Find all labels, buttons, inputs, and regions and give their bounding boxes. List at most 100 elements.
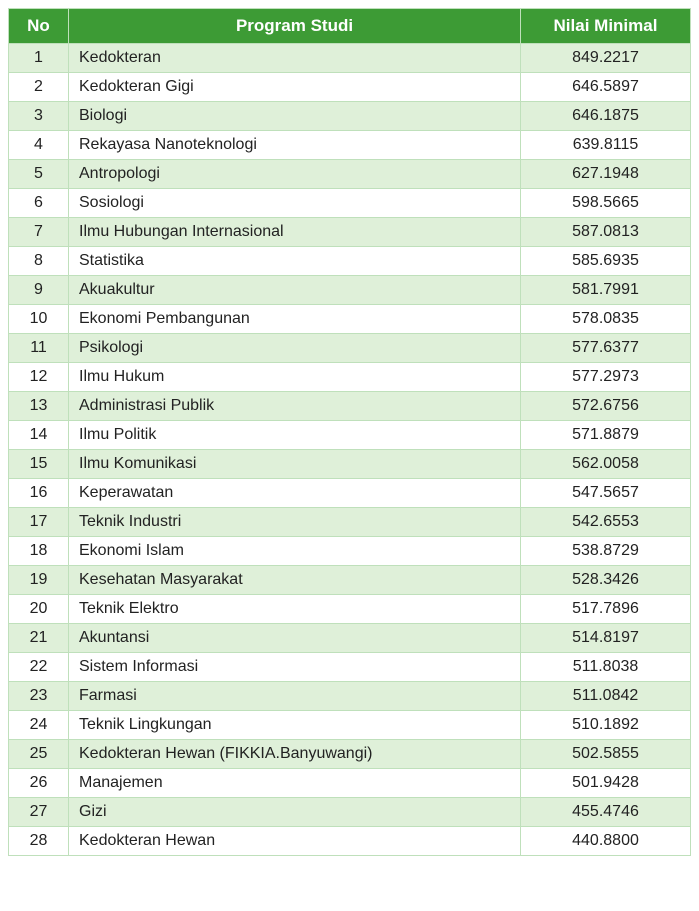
table-row: 12Ilmu Hukum577.2973 [9, 363, 691, 392]
table-row: 1Kedokteran849.2217 [9, 44, 691, 73]
table-row: 4Rekayasa Nanoteknologi639.8115 [9, 131, 691, 160]
cell-nilai: 542.6553 [521, 508, 691, 537]
table-row: 20Teknik Elektro517.7896 [9, 595, 691, 624]
cell-nilai: 581.7991 [521, 276, 691, 305]
cell-program: Teknik Elektro [69, 595, 521, 624]
cell-program: Ilmu Politik [69, 421, 521, 450]
table-row: 8Statistika585.6935 [9, 247, 691, 276]
cell-nilai: 571.8879 [521, 421, 691, 450]
cell-no: 6 [9, 189, 69, 218]
cell-nilai: 547.5657 [521, 479, 691, 508]
table-body: 1Kedokteran849.22172Kedokteran Gigi646.5… [9, 44, 691, 856]
table-row: 19Kesehatan Masyarakat528.3426 [9, 566, 691, 595]
cell-program: Ilmu Hubungan Internasional [69, 218, 521, 247]
cell-program: Kedokteran Hewan (FIKKIA.Banyuwangi) [69, 740, 521, 769]
cell-program: Ekonomi Pembangunan [69, 305, 521, 334]
cell-no: 3 [9, 102, 69, 131]
cell-nilai: 528.3426 [521, 566, 691, 595]
cell-nilai: 501.9428 [521, 769, 691, 798]
cell-no: 21 [9, 624, 69, 653]
cell-no: 1 [9, 44, 69, 73]
cell-program: Kedokteran Gigi [69, 73, 521, 102]
cell-program: Teknik Lingkungan [69, 711, 521, 740]
table-row: 25Kedokteran Hewan (FIKKIA.Banyuwangi)50… [9, 740, 691, 769]
cell-program: Ilmu Hukum [69, 363, 521, 392]
program-studi-table: No Program Studi Nilai Minimal 1Kedokter… [8, 8, 691, 856]
cell-program: Teknik Industri [69, 508, 521, 537]
cell-nilai: 538.8729 [521, 537, 691, 566]
table-row: 18Ekonomi Islam538.8729 [9, 537, 691, 566]
cell-program: Ilmu Komunikasi [69, 450, 521, 479]
cell-no: 2 [9, 73, 69, 102]
table-row: 14Ilmu Politik571.8879 [9, 421, 691, 450]
cell-program: Psikologi [69, 334, 521, 363]
cell-no: 20 [9, 595, 69, 624]
cell-program: Akuakultur [69, 276, 521, 305]
cell-program: Antropologi [69, 160, 521, 189]
table-row: 13Administrasi Publik572.6756 [9, 392, 691, 421]
table-row: 10Ekonomi Pembangunan578.0835 [9, 305, 691, 334]
table-row: 5Antropologi627.1948 [9, 160, 691, 189]
cell-program: Administrasi Publik [69, 392, 521, 421]
cell-no: 9 [9, 276, 69, 305]
cell-nilai: 578.0835 [521, 305, 691, 334]
cell-no: 26 [9, 769, 69, 798]
table-row: 17Teknik Industri542.6553 [9, 508, 691, 537]
cell-nilai: 577.2973 [521, 363, 691, 392]
cell-no: 27 [9, 798, 69, 827]
cell-nilai: 510.1892 [521, 711, 691, 740]
cell-nilai: 440.8800 [521, 827, 691, 856]
cell-program: Ekonomi Islam [69, 537, 521, 566]
table-row: 9Akuakultur581.7991 [9, 276, 691, 305]
cell-no: 12 [9, 363, 69, 392]
cell-no: 22 [9, 653, 69, 682]
cell-no: 7 [9, 218, 69, 247]
cell-nilai: 587.0813 [521, 218, 691, 247]
table-row: 6Sosiologi598.5665 [9, 189, 691, 218]
table-header: No Program Studi Nilai Minimal [9, 9, 691, 44]
table-row: 23Farmasi511.0842 [9, 682, 691, 711]
cell-nilai: 502.5855 [521, 740, 691, 769]
table-row: 7Ilmu Hubungan Internasional587.0813 [9, 218, 691, 247]
cell-program: Biologi [69, 102, 521, 131]
cell-program: Sosiologi [69, 189, 521, 218]
cell-no: 28 [9, 827, 69, 856]
cell-nilai: 562.0058 [521, 450, 691, 479]
cell-nilai: 598.5665 [521, 189, 691, 218]
cell-no: 18 [9, 537, 69, 566]
cell-nilai: 455.4746 [521, 798, 691, 827]
cell-program: Farmasi [69, 682, 521, 711]
cell-program: Keperawatan [69, 479, 521, 508]
cell-no: 16 [9, 479, 69, 508]
cell-nilai: 646.5897 [521, 73, 691, 102]
cell-nilai: 646.1875 [521, 102, 691, 131]
cell-nilai: 511.8038 [521, 653, 691, 682]
cell-no: 8 [9, 247, 69, 276]
cell-no: 23 [9, 682, 69, 711]
table-row: 16Keperawatan547.5657 [9, 479, 691, 508]
cell-nilai: 514.8197 [521, 624, 691, 653]
cell-no: 11 [9, 334, 69, 363]
cell-no: 13 [9, 392, 69, 421]
header-nilai-minimal: Nilai Minimal [521, 9, 691, 44]
cell-program: Kedokteran [69, 44, 521, 73]
cell-program: Kesehatan Masyarakat [69, 566, 521, 595]
table-row: 24Teknik Lingkungan510.1892 [9, 711, 691, 740]
cell-no: 10 [9, 305, 69, 334]
cell-nilai: 572.6756 [521, 392, 691, 421]
cell-no: 24 [9, 711, 69, 740]
header-program-studi: Program Studi [69, 9, 521, 44]
cell-program: Sistem Informasi [69, 653, 521, 682]
cell-nilai: 511.0842 [521, 682, 691, 711]
cell-program: Gizi [69, 798, 521, 827]
cell-no: 15 [9, 450, 69, 479]
cell-no: 4 [9, 131, 69, 160]
cell-program: Kedokteran Hewan [69, 827, 521, 856]
cell-nilai: 585.6935 [521, 247, 691, 276]
table-row: 3Biologi646.1875 [9, 102, 691, 131]
cell-nilai: 849.2217 [521, 44, 691, 73]
cell-nilai: 577.6377 [521, 334, 691, 363]
cell-nilai: 639.8115 [521, 131, 691, 160]
table-row: 26Manajemen501.9428 [9, 769, 691, 798]
cell-program: Rekayasa Nanoteknologi [69, 131, 521, 160]
